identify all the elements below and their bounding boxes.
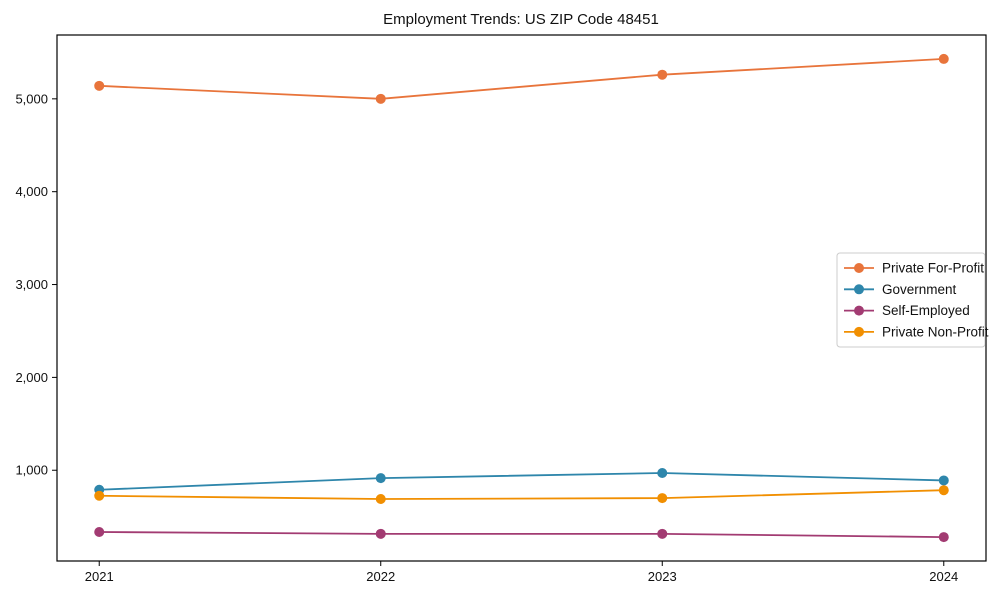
y-tick-label: 3,000 xyxy=(15,277,48,292)
legend-box xyxy=(836,252,986,348)
legend-entry: Self-Employed xyxy=(844,303,970,318)
legend-marker-icon xyxy=(854,326,864,337)
series-line-self-employed xyxy=(99,531,944,538)
legend-marker-icon xyxy=(854,263,864,273)
legend-label: Private For-Profit xyxy=(882,261,984,276)
series-line-private-for-profit xyxy=(99,58,944,100)
x-tick-label: 2024 xyxy=(929,569,958,584)
data-point xyxy=(375,528,386,539)
data-point xyxy=(938,53,949,64)
legend-marker-icon xyxy=(854,305,864,316)
data-point xyxy=(938,475,949,486)
y-tick-label: 2,000 xyxy=(15,370,48,385)
x-tick-label: 2023 xyxy=(648,569,677,584)
data-point xyxy=(657,69,668,80)
y-tick-label: 5,000 xyxy=(15,91,48,106)
x-tick-label: 2021 xyxy=(85,569,114,584)
series-line-government xyxy=(99,472,944,491)
data-point xyxy=(938,532,949,543)
series-line-private-non-profit xyxy=(99,489,944,500)
chart-title: Employment Trends: US ZIP Code 48451 xyxy=(383,11,659,28)
y-tick-label: 1,000 xyxy=(15,463,48,478)
data-point xyxy=(657,493,668,504)
y-tick-label: 4,000 xyxy=(15,184,48,199)
data-point xyxy=(94,80,105,91)
legend-entry: Government xyxy=(844,282,957,297)
legend-label: Self-Employed xyxy=(882,303,970,318)
data-point xyxy=(94,526,105,537)
legend-entry: Private For-Profit xyxy=(844,261,984,276)
data-point xyxy=(375,494,386,505)
legend-label: Private Non-Profit xyxy=(882,324,989,339)
legend-marker-icon xyxy=(854,284,864,295)
data-point xyxy=(94,490,105,501)
data-point xyxy=(375,473,386,484)
data-point xyxy=(657,468,668,479)
legend: Private For-Profit Government Self-Employe… xyxy=(836,252,989,348)
legend-entry: Private Non-Profit xyxy=(844,324,989,339)
plot-area: 1,000 2,000 3,000 4,000 5,000 2021 2022 2023 202… xyxy=(15,34,987,584)
legend-label: Government xyxy=(882,282,957,297)
data-point xyxy=(938,485,949,496)
plot-border xyxy=(56,34,987,562)
data-point xyxy=(657,528,668,539)
x-tick-label: 2022 xyxy=(366,569,395,584)
data-point xyxy=(375,93,386,104)
